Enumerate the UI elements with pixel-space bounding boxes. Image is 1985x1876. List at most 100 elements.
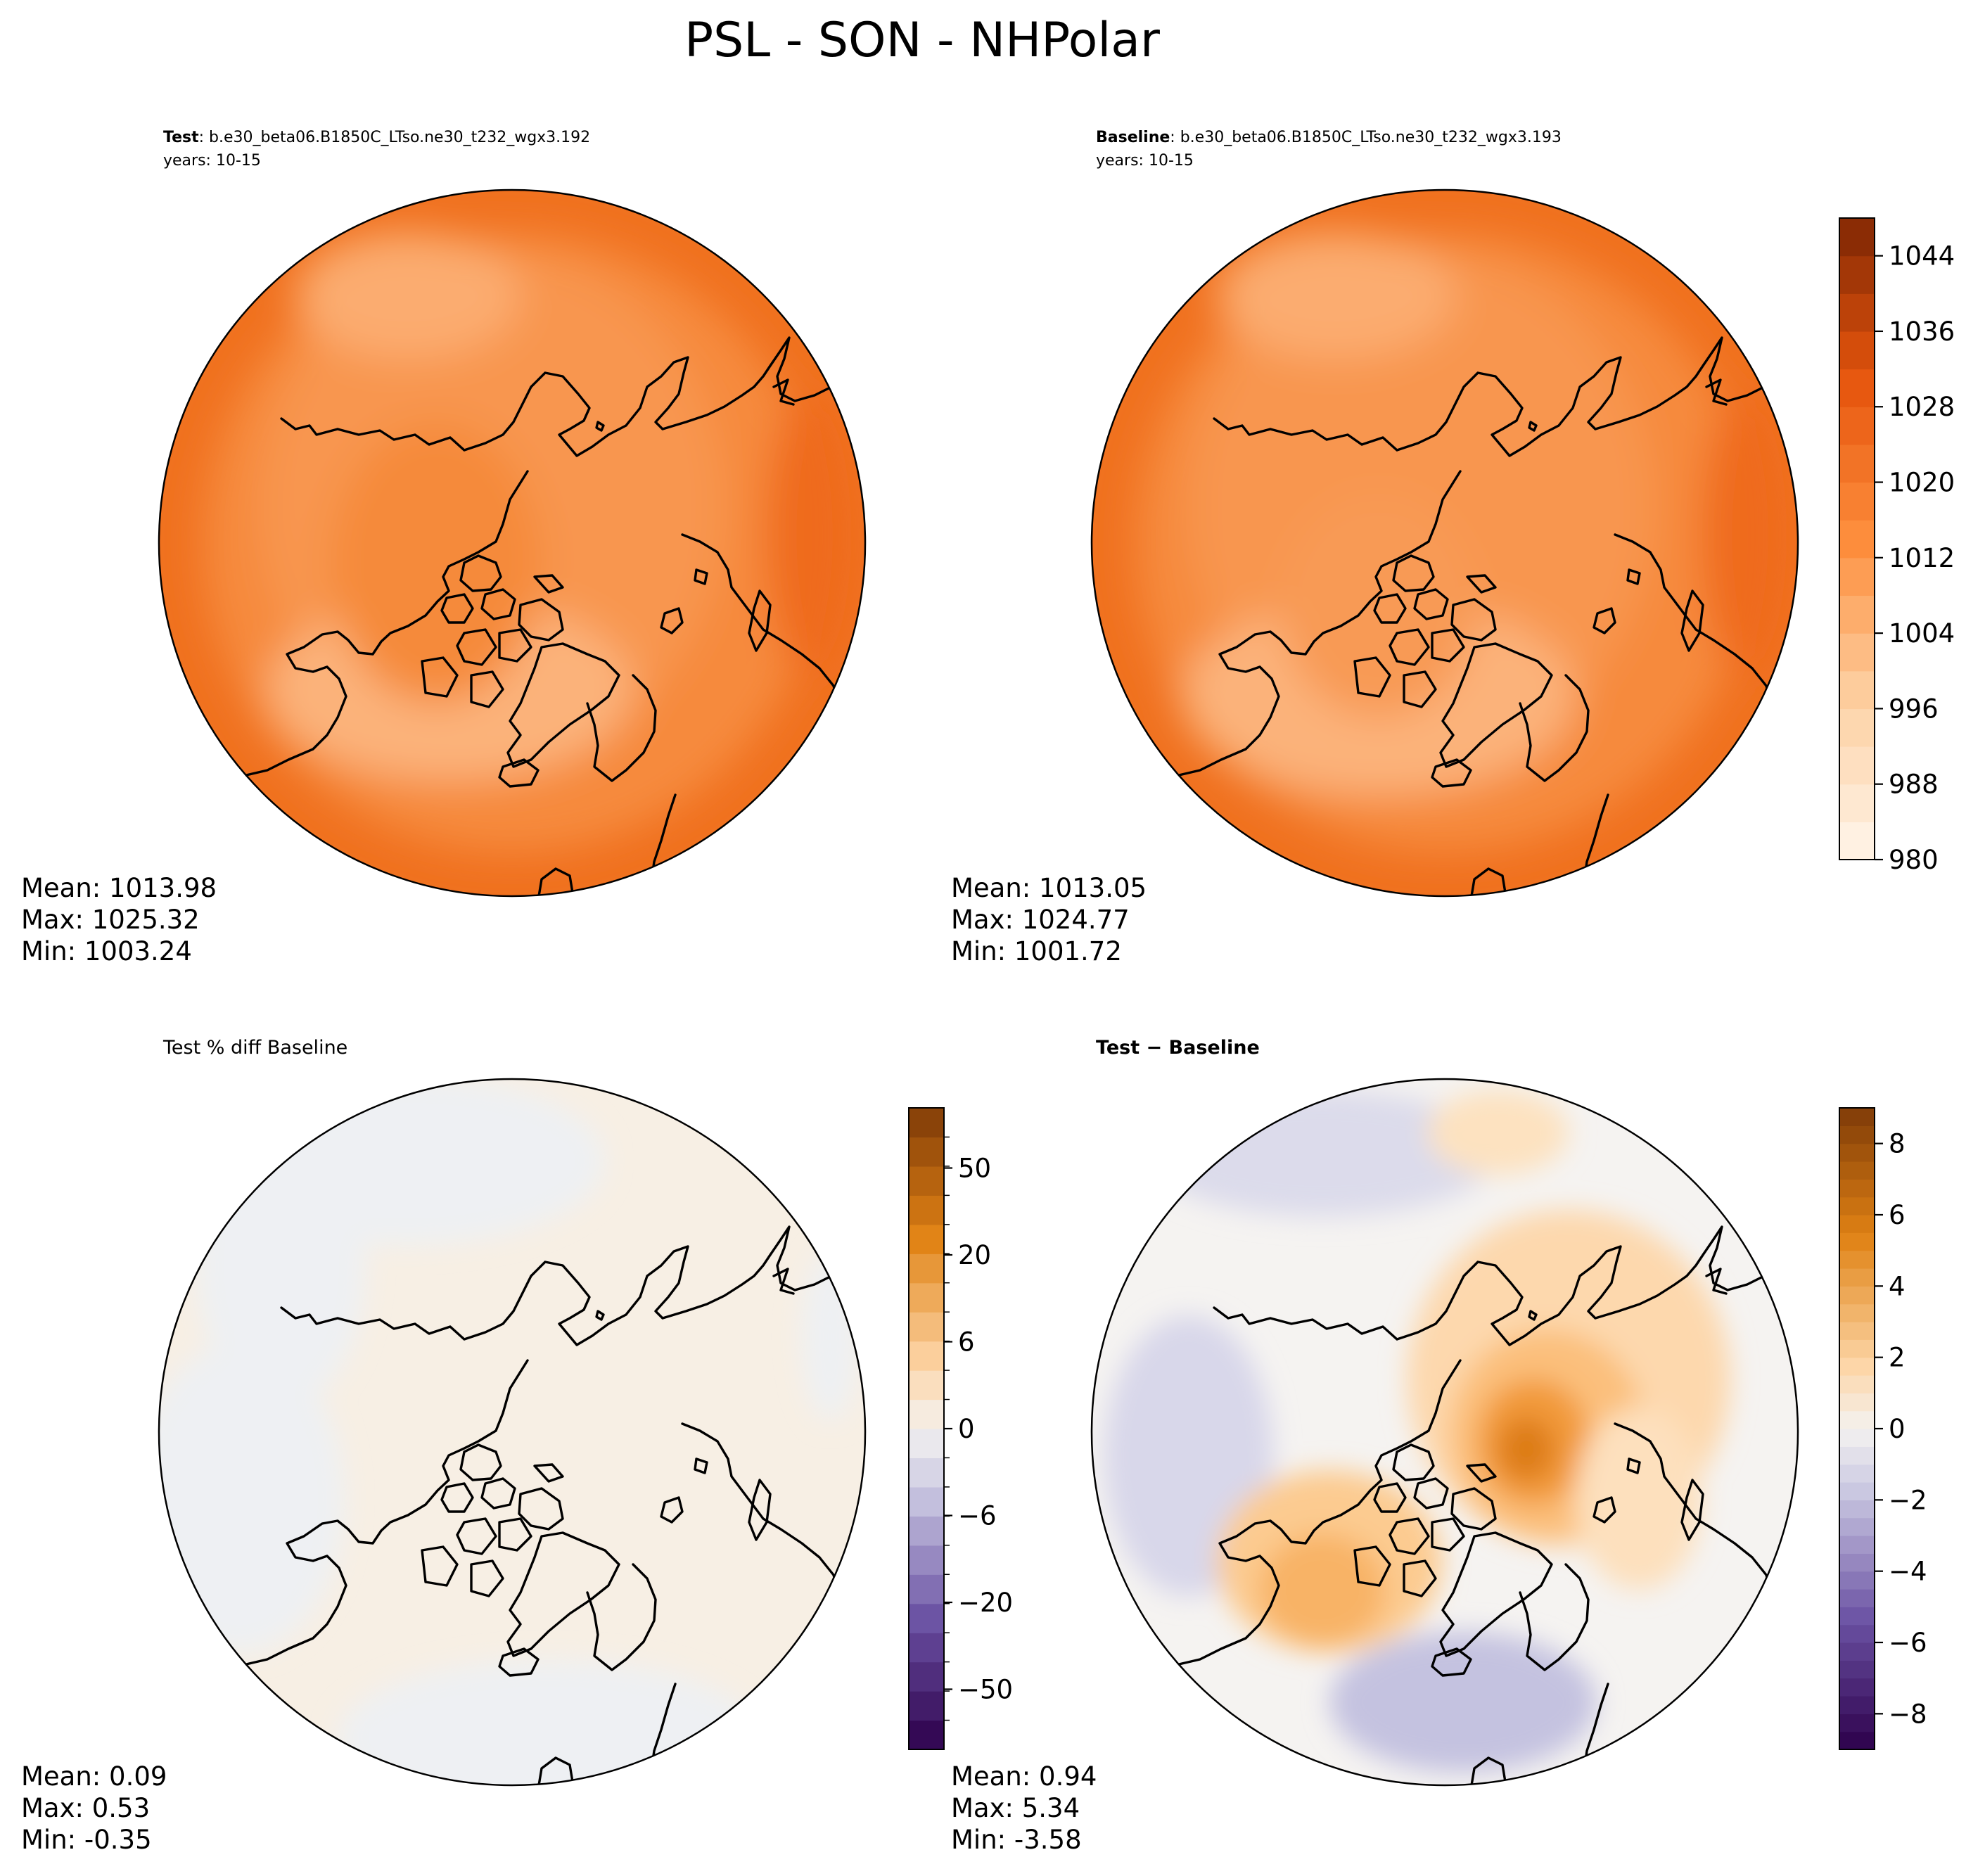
- colorbar-diff-tick-label: 2: [1889, 1343, 1906, 1373]
- colorbar-pctdiff: 50 20 6 0 −6 −20 −50: [908, 1107, 1013, 1750]
- colorbar-diff-band: [1839, 1607, 1875, 1626]
- colorbar-diff-band: [1839, 1589, 1875, 1607]
- colorbar-pctdiff-band: [909, 1516, 944, 1546]
- colorbar-pctdiff-band: [909, 1486, 944, 1517]
- colorbar-pctdiff-band: [909, 1691, 944, 1721]
- colorbar-pctdiff-band: [909, 1195, 944, 1225]
- colorbar-pctdiff-band: [909, 1429, 944, 1459]
- colorbar-pctdiff-band: [909, 1633, 944, 1663]
- colorbar-diff-band: [1839, 1517, 1875, 1536]
- pctdiff-map-frame: [158, 1078, 867, 1787]
- pctdiff-map: [159, 1079, 865, 1785]
- colorbar-pctdiff-band: [909, 1370, 944, 1400]
- panel-diff: Test − Baseline Mean: 0.94 Max: 5.34 Min…: [951, 1037, 1927, 1855]
- colorbar-psl-tick-label: 1044: [1889, 241, 1955, 272]
- colorbar-diff-band: [1839, 1232, 1875, 1251]
- colorbar-pctdiff-band: [909, 1137, 944, 1167]
- colorbar-psl-tick-label: 1036: [1889, 317, 1955, 347]
- pctdiff-title: Test % diff Baseline: [162, 1037, 347, 1059]
- colorbar-pctdiff-band: [909, 1282, 944, 1313]
- colorbar-diff-band: [1839, 1303, 1875, 1322]
- diff-title: Test − Baseline: [1096, 1037, 1260, 1059]
- colorbar-diff-band: [1839, 1624, 1875, 1643]
- colorbar-pctdiff-band: [909, 1253, 944, 1284]
- colorbar-diff: 8 6 4 2 0 −2 −4 −6 −8: [1839, 1107, 1927, 1750]
- colorbar-diff-band: [1839, 1393, 1875, 1412]
- colorbar-diff-tick-label: −6: [1889, 1628, 1927, 1658]
- colorbar-psl-band: [1839, 595, 1875, 634]
- colorbar-psl-band: [1839, 633, 1875, 672]
- colorbar-diff-band: [1839, 1250, 1875, 1269]
- figure-title: PSL - SON - NHPolar: [684, 13, 1160, 68]
- colorbar-diff-band: [1839, 1375, 1875, 1393]
- colorbar-diff-band: [1839, 1339, 1875, 1358]
- colorbar-diff-band: [1839, 1357, 1875, 1376]
- panel-test: Test: b.e30_beta06.B1850C_LTso.ne30_t232…: [21, 129, 867, 966]
- diff-map: [1092, 1079, 1798, 1785]
- colorbar-diff-band: [1839, 1536, 1875, 1554]
- pctdiff-min: Min: -0.35: [21, 1825, 152, 1855]
- diff-max: Max: 5.34: [951, 1793, 1080, 1823]
- colorbar-psl-band: [1839, 520, 1875, 559]
- panel-baseline: Baseline: b.e30_beta06.B1850C_LTso.ne30_…: [951, 129, 1955, 966]
- colorbar-pctdiff-band: [909, 1574, 944, 1604]
- test-years: years: 10-15: [163, 152, 261, 170]
- colorbar-psl-tick-label: 980: [1889, 845, 1939, 875]
- colorbar-diff-tick-label: 8: [1889, 1129, 1906, 1159]
- colorbar-pctdiff-tick-label: −6: [958, 1501, 997, 1531]
- colorbar-diff-tick-label: 0: [1889, 1414, 1906, 1444]
- colorbar-diff-band: [1839, 1642, 1875, 1661]
- colorbar-diff-band: [1839, 1322, 1875, 1340]
- colorbar-diff-band: [1839, 1678, 1875, 1697]
- colorbar-diff-band: [1839, 1500, 1875, 1519]
- baseline-max: Max: 1024.77: [951, 905, 1130, 935]
- baseline-min: Min: 1001.72: [951, 936, 1122, 966]
- colorbar-pctdiff-band: [909, 1720, 944, 1750]
- colorbar-pctdiff-band: [909, 1166, 944, 1196]
- colorbar-diff-band: [1839, 1215, 1875, 1233]
- colorbar-pctdiff-band: [909, 1224, 944, 1254]
- colorbar-diff-band: [1839, 1553, 1875, 1572]
- colorbar-pctdiff-band: [909, 1661, 944, 1692]
- colorbar-psl-band: [1839, 784, 1875, 822]
- colorbar-pctdiff-band: [909, 1545, 944, 1575]
- colorbar-psl-band: [1839, 369, 1875, 407]
- colorbar-diff-tick-label: 4: [1889, 1271, 1906, 1301]
- colorbar-psl-band: [1839, 331, 1875, 370]
- colorbar-psl-band: [1839, 746, 1875, 785]
- pctdiff-mean: Mean: 0.09: [21, 1761, 167, 1792]
- colorbar-psl-tick-label: 1028: [1889, 392, 1955, 422]
- baseline-label: Baseline: b.e30_beta06.B1850C_LTso.ne30_…: [1096, 129, 1562, 146]
- colorbar-diff-band: [1839, 1268, 1875, 1287]
- colorbar-diff-band: [1839, 1429, 1875, 1447]
- colorbar-psl-tick-label: 1012: [1889, 543, 1955, 573]
- colorbar-diff-tick-label: −8: [1889, 1699, 1927, 1729]
- test-map: [159, 190, 865, 896]
- baseline-mean: Mean: 1013.05: [951, 873, 1147, 903]
- colorbar-diff-band: [1839, 1571, 1875, 1590]
- colorbar-pctdiff-tick-label: −50: [958, 1675, 1013, 1705]
- colorbar-diff-band: [1839, 1286, 1875, 1305]
- test-map-frame: [158, 189, 867, 898]
- colorbar-pctdiff-band: [909, 1341, 944, 1371]
- colorbar-diff-band: [1839, 1660, 1875, 1679]
- colorbar-psl-band: [1839, 255, 1875, 294]
- pctdiff-max: Max: 0.53: [21, 1793, 150, 1823]
- test-min: Min: 1003.24: [21, 936, 192, 966]
- colorbar-diff-band: [1839, 1696, 1875, 1714]
- colorbar-psl-tick-label: 988: [1889, 770, 1939, 800]
- colorbar-pctdiff-band: [909, 1108, 944, 1138]
- colorbar-diff-band: [1839, 1714, 1875, 1733]
- diff-mean: Mean: 0.94: [951, 1761, 1097, 1792]
- colorbar-diff-tick-label: 6: [1889, 1200, 1906, 1230]
- baseline-years: years: 10-15: [1096, 152, 1194, 170]
- colorbar-diff-band: [1839, 1197, 1875, 1215]
- colorbar-pctdiff-band: [909, 1399, 944, 1429]
- colorbar-pctdiff-band: [909, 1312, 944, 1342]
- colorbar-psl-band: [1839, 708, 1875, 747]
- colorbar-psl-band: [1839, 482, 1875, 521]
- colorbar-pctdiff-tick-label: 6: [958, 1327, 975, 1358]
- colorbar-psl-band: [1839, 670, 1875, 710]
- baseline-map: [1092, 190, 1798, 896]
